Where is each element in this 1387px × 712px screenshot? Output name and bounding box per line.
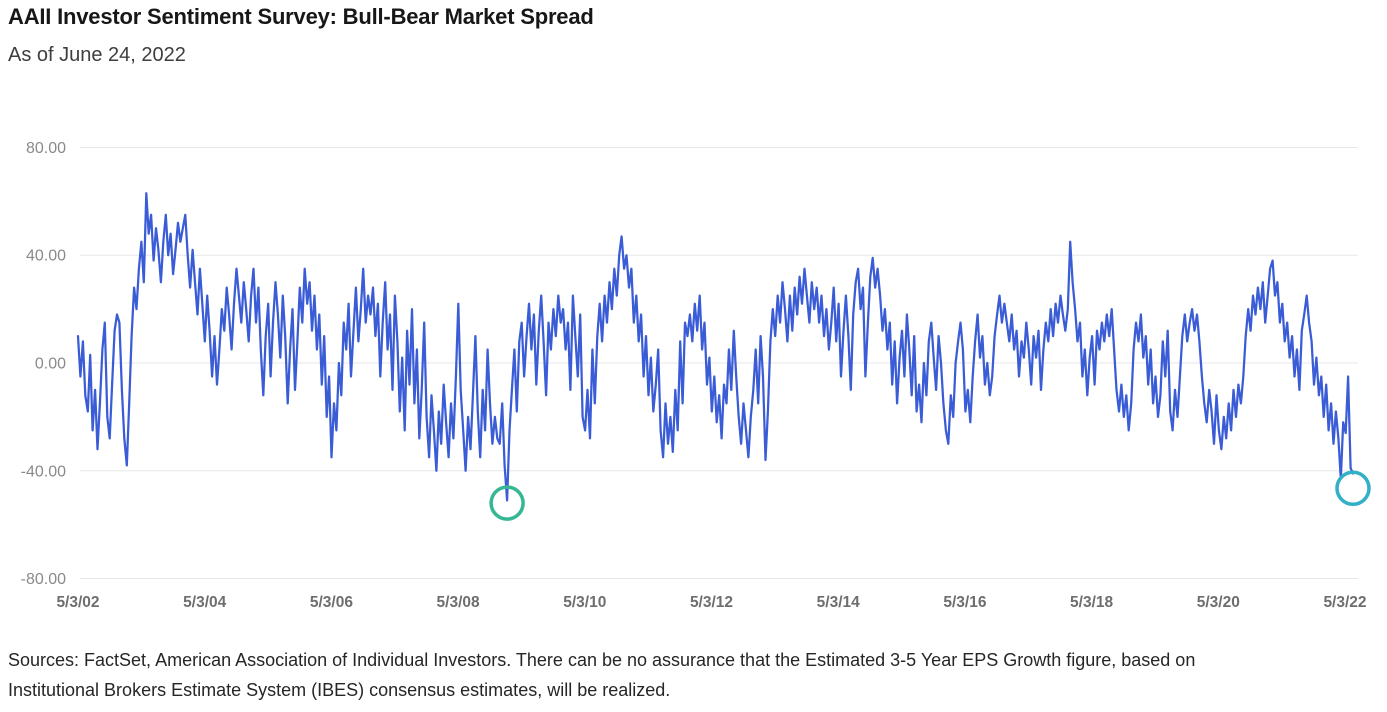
page-subtitle: As of June 24, 2022 <box>8 44 186 66</box>
x-axis-tick-label: 5/3/16 <box>943 594 986 611</box>
source-note-line-1: Sources: FactSet, American Association o… <box>8 650 1196 670</box>
x-axis-tick-label: 5/3/14 <box>817 594 860 611</box>
x-axis-tick-label: 5/3/04 <box>183 594 226 611</box>
source-note-line-2: Institutional Brokers Estimate System (I… <box>8 680 671 700</box>
y-axis-tick-label: 80.00 <box>26 140 66 157</box>
x-axis-tick-label: 5/3/12 <box>690 594 733 611</box>
x-axis-tick-label: 5/3/22 <box>1323 594 1366 611</box>
low-annotation-circle-2022 <box>1335 470 1371 507</box>
x-axis-tick-label: 5/3/06 <box>310 594 353 611</box>
y-axis-tick-label: -80.00 <box>21 571 66 588</box>
x-axis-tick-label: 5/3/20 <box>1197 594 1240 611</box>
y-axis-tick-label: 0.00 <box>35 356 66 373</box>
page-title: AAII Investor Sentiment Survey: Bull-Bea… <box>8 4 594 29</box>
x-axis-tick-label: 5/3/08 <box>437 594 480 611</box>
source-note: Sources: FactSet, American Association o… <box>8 645 1368 705</box>
y-axis-tick-label: -40.00 <box>21 463 66 480</box>
x-axis-tick-label: 5/3/18 <box>1070 594 1113 611</box>
y-axis-tick-label: 40.00 <box>26 248 66 265</box>
x-axis-tick-label: 5/3/10 <box>563 594 606 611</box>
bull-bear-spread-line <box>76 192 1355 502</box>
x-axis-tick-label: 5/3/02 <box>56 594 99 611</box>
low-annotation-circle-2009 <box>489 485 525 521</box>
